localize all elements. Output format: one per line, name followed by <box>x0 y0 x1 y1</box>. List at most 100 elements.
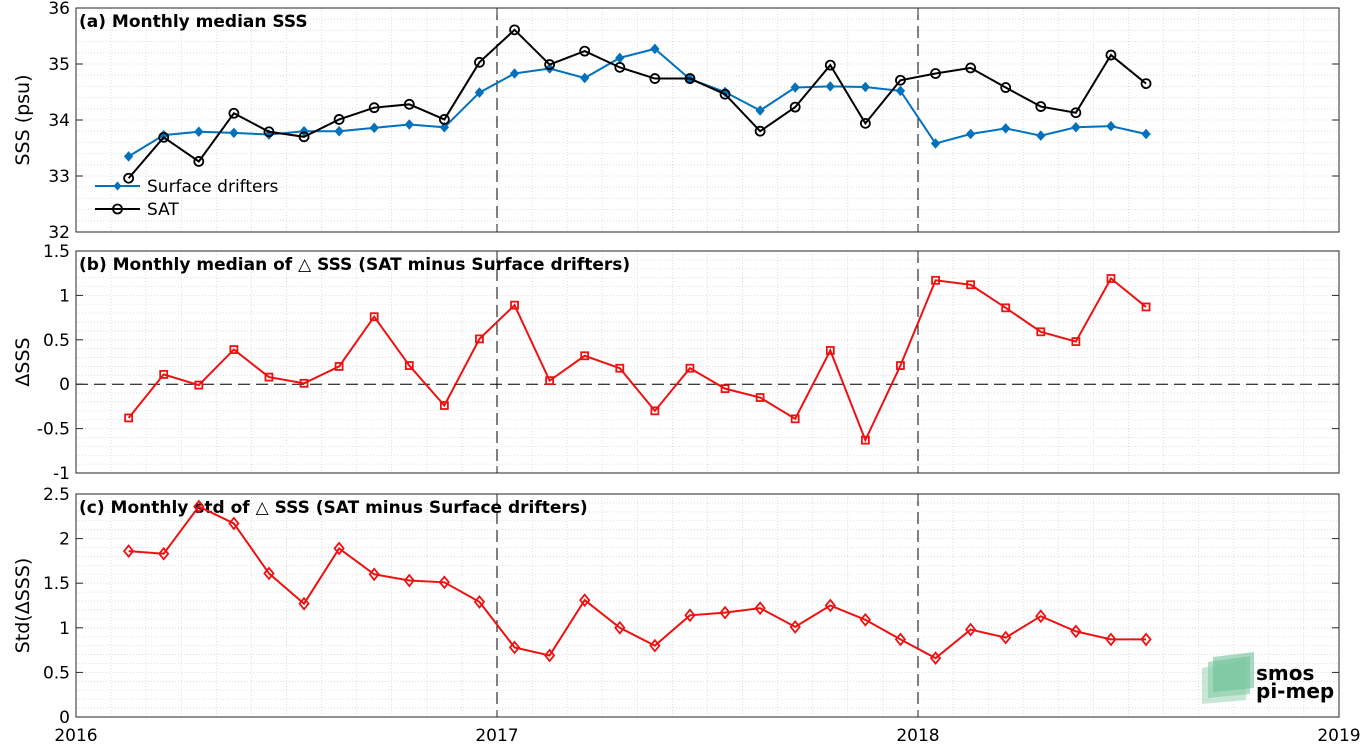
series-line <box>128 47 1147 158</box>
axes-frame <box>75 493 1340 718</box>
data-point <box>439 122 450 133</box>
legend-marker <box>112 203 123 215</box>
data-point <box>193 156 205 167</box>
series-line <box>127 28 1147 179</box>
data-point <box>474 87 485 98</box>
y-tick-label: 33 <box>48 167 70 187</box>
series-delta-sss <box>122 499 1152 666</box>
data-point <box>684 608 696 623</box>
data-point <box>439 401 449 410</box>
data-point <box>649 73 661 84</box>
data-point <box>228 516 240 531</box>
data-point <box>825 346 835 355</box>
data-point <box>334 125 344 137</box>
data-point <box>965 62 977 74</box>
data-point <box>1070 624 1082 639</box>
data-point <box>964 622 977 637</box>
data-point <box>123 172 135 184</box>
data-point <box>860 81 871 93</box>
data-point <box>194 126 204 138</box>
data-point <box>859 612 872 627</box>
x-tick-label: 2016 <box>54 726 97 745</box>
data-point <box>719 605 731 620</box>
data-point <box>930 68 941 79</box>
panel-2: -1 -0.5 0 0.5 1 1.5 ΔSSS (b) Monthly median of … <box>12 242 1340 484</box>
data-point <box>194 380 204 390</box>
data-point <box>438 575 451 590</box>
series-line <box>127 277 1147 443</box>
data-point <box>580 72 590 84</box>
data-point <box>369 122 379 134</box>
y-tick-label: 1.5 <box>43 242 70 262</box>
data-point <box>860 435 870 445</box>
data-point <box>509 24 520 36</box>
data-point <box>473 595 486 609</box>
data-point <box>790 414 800 424</box>
axes-frame <box>75 250 1340 474</box>
panel-title: (a) Monthly median SSS <box>79 12 308 32</box>
series-surface-drifters <box>123 43 1151 162</box>
y-tick-label: 1 <box>59 619 70 639</box>
panel-3: 0 0.5 1 1.5 2 2.5 2016 2017 2018 2019 Std(ΔSSS) (c)… <box>12 485 1361 745</box>
y-tick-label: -0.5 <box>37 420 70 440</box>
data-point <box>193 499 205 514</box>
data-point <box>229 127 239 139</box>
data-point <box>1140 632 1152 647</box>
data-point <box>1141 128 1151 140</box>
data-point <box>1071 122 1081 133</box>
data-point <box>543 648 556 663</box>
data-point <box>1001 303 1011 313</box>
y-tick-label: 0.5 <box>43 663 70 683</box>
data-point <box>508 640 521 655</box>
data-point <box>859 117 871 129</box>
data-point <box>403 573 415 588</box>
data-point <box>720 384 730 394</box>
data-point <box>475 334 484 344</box>
data-point <box>545 376 555 386</box>
data-point <box>650 406 660 416</box>
data-point <box>298 596 310 611</box>
data-point <box>1140 78 1152 89</box>
data-point <box>1001 123 1011 134</box>
data-point <box>895 74 906 86</box>
y-axis-label: Std(ΔSSS) <box>12 558 34 654</box>
data-point <box>894 632 907 647</box>
data-point <box>334 362 344 371</box>
data-point <box>228 107 240 119</box>
data-point <box>931 275 940 285</box>
data-point <box>1036 130 1046 141</box>
data-point <box>719 88 731 100</box>
y-tick-label: 36 <box>48 0 70 19</box>
data-point <box>1105 49 1117 61</box>
y-tick-label: 32 <box>48 223 70 243</box>
y-tick-label: 2.5 <box>43 485 70 505</box>
data-point <box>966 280 976 290</box>
data-point <box>754 125 766 137</box>
data-point <box>1000 630 1012 645</box>
y-tick-label: 0.5 <box>43 331 70 351</box>
y-axis-label: ΔSSS <box>12 337 34 386</box>
data-point <box>614 620 626 635</box>
data-point <box>509 68 520 79</box>
data-point <box>438 114 450 125</box>
data-point <box>404 119 414 130</box>
data-point <box>755 105 765 116</box>
panel-title: (b) Monthly median of △ SSS (SAT minus S… <box>79 255 630 275</box>
data-point <box>124 413 134 423</box>
series-delta-sss <box>124 274 1151 445</box>
data-point <box>685 363 695 373</box>
y-tick-label: 2 <box>59 530 70 550</box>
data-point <box>1000 82 1012 93</box>
smos-pi-mep-logo: smos pi-mep <box>1202 652 1334 704</box>
panel-title: (c) Monthly std of △ SSS (SAT minus Surf… <box>79 498 588 518</box>
y-axis-label: SSS (psu) <box>12 74 34 165</box>
data-point <box>368 567 380 582</box>
data-point <box>1071 337 1081 346</box>
data-point <box>158 131 170 143</box>
data-point <box>333 541 345 556</box>
data-point <box>474 56 485 68</box>
data-point <box>159 370 169 379</box>
logo-text-line1: smos <box>1256 661 1314 685</box>
y-tick-label: 0 <box>59 708 70 728</box>
data-point <box>1105 632 1117 647</box>
